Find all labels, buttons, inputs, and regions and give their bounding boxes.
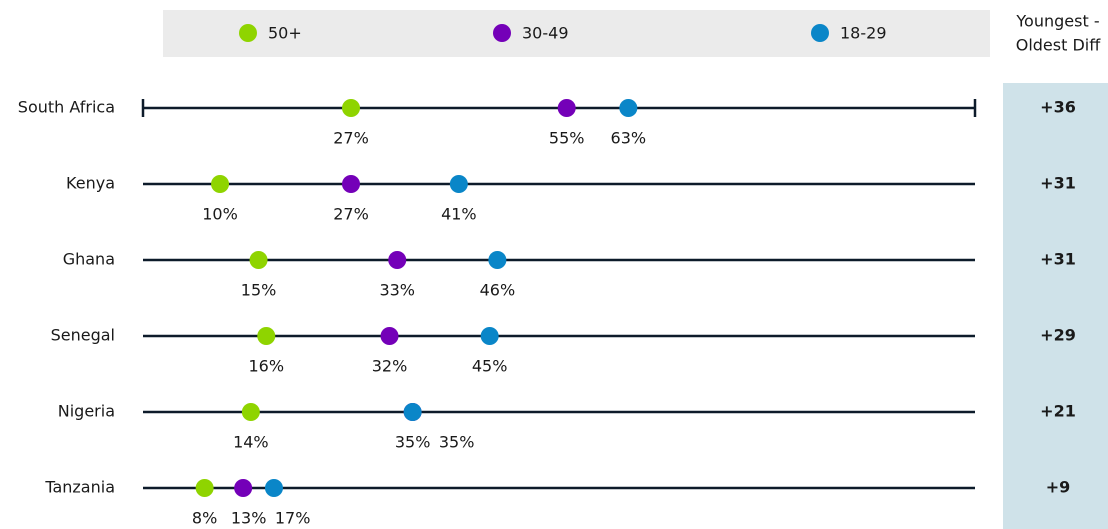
category-label: South Africa: [18, 98, 115, 117]
legend-label: 30-49: [522, 24, 569, 43]
diff-title: Youngest -: [1015, 12, 1099, 31]
value-label: 32%: [372, 357, 408, 376]
diff-value: +31: [1040, 250, 1076, 269]
legend-marker: [239, 24, 257, 42]
dot: [211, 175, 230, 193]
value-label: 35%: [439, 433, 475, 452]
category-label: Senegal: [51, 326, 115, 345]
legend-label: 50+: [268, 24, 302, 43]
diff-column-background: [1003, 83, 1108, 529]
diff-value: +29: [1040, 326, 1076, 345]
diff-title: Oldest Diff: [1016, 36, 1102, 55]
dot: [195, 479, 214, 497]
dot: [557, 99, 576, 117]
value-label: 33%: [379, 281, 415, 300]
category-label: Kenya: [66, 174, 115, 193]
value-label: 45%: [472, 357, 508, 376]
diff-value: +9: [1046, 478, 1071, 497]
value-label: 10%: [202, 205, 238, 224]
value-label: 55%: [549, 129, 585, 148]
diff-value: +31: [1040, 174, 1076, 193]
legend-background: [163, 10, 990, 57]
dot: [488, 251, 507, 269]
value-label: 15%: [241, 281, 277, 300]
dot: [342, 175, 360, 193]
value-label: 35%: [395, 433, 431, 452]
dot: [264, 479, 283, 497]
value-label: 17%: [275, 509, 311, 528]
dot: [249, 251, 268, 269]
legend-marker: [493, 24, 511, 42]
dot: [480, 327, 499, 345]
category-label: Tanzania: [44, 478, 115, 497]
value-label: 46%: [480, 281, 516, 300]
dot: [619, 99, 638, 117]
value-label: 27%: [333, 129, 369, 148]
value-label: 41%: [441, 205, 477, 224]
value-label: 63%: [611, 129, 647, 148]
dot: [403, 403, 422, 421]
category-label: Nigeria: [58, 402, 115, 421]
legend-marker: [811, 24, 829, 42]
value-label: 27%: [333, 205, 369, 224]
dot: [380, 327, 399, 345]
diff-value: +36: [1040, 98, 1076, 117]
dot: [241, 403, 260, 421]
dot: [234, 479, 253, 497]
legend-label: 18-29: [840, 24, 887, 43]
value-label: 13%: [231, 509, 267, 528]
dot: [257, 327, 276, 345]
diff-value: +21: [1040, 402, 1076, 421]
value-label: 14%: [233, 433, 269, 452]
dot: [342, 99, 360, 117]
value-label: 16%: [248, 357, 284, 376]
value-label: 8%: [192, 509, 217, 528]
dot: [449, 175, 468, 193]
dot: [388, 251, 407, 269]
category-label: Ghana: [63, 250, 115, 269]
